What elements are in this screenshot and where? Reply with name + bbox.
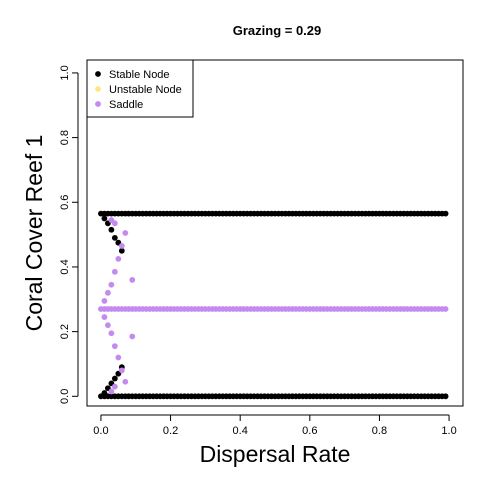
stable-node-legend-marker xyxy=(95,71,101,77)
x-tick-label: 0.4 xyxy=(233,425,248,437)
y-axis: 0.0 0.2 0.4 0.6 0.8 1.0 xyxy=(59,65,79,404)
stable-node-point xyxy=(111,375,118,382)
saddle-point xyxy=(108,388,115,395)
saddle-point xyxy=(129,333,136,340)
saddle-point xyxy=(122,378,129,385)
x-tick-label: 0.0 xyxy=(93,425,108,437)
x-tick-label: 1.0 xyxy=(441,425,456,437)
data-points xyxy=(98,210,449,400)
saddle-point xyxy=(442,306,449,312)
y-tick-label: 0.4 xyxy=(59,259,71,274)
saddle-point xyxy=(111,268,118,275)
saddle-point xyxy=(104,322,111,329)
saddle-point xyxy=(115,255,122,262)
saddle-point xyxy=(129,276,136,283)
unstable-node-legend-marker xyxy=(95,86,101,92)
y-tick-label: 0.8 xyxy=(59,130,71,145)
saddle-legend-label: Saddle xyxy=(109,99,143,111)
stable-node-point xyxy=(101,215,108,222)
saddle-point xyxy=(104,289,111,296)
chart-title: Grazing = 0.29 xyxy=(233,23,322,38)
stable-node-point xyxy=(442,210,449,217)
saddle-point xyxy=(108,281,115,288)
stable-node-point xyxy=(108,226,115,233)
x-axis: 0.0 0.2 0.4 0.6 0.8 1.0 xyxy=(93,414,457,437)
saddle-point xyxy=(115,354,122,361)
x-axis-title: Dispersal Rate xyxy=(200,441,351,467)
y-axis-title: Coral Cover Reef 1 xyxy=(21,135,47,332)
saddle-point xyxy=(118,367,125,374)
stable-node-point xyxy=(442,393,449,400)
y-tick-label: 0.6 xyxy=(59,195,71,210)
y-tick-label: 0.0 xyxy=(59,389,71,404)
stable-node-point xyxy=(101,390,108,396)
stable-node-point xyxy=(118,247,125,254)
saddle-legend-marker xyxy=(95,101,101,107)
y-tick-label: 1.0 xyxy=(59,65,71,80)
legend: Stable Node Unstable Node Saddle xyxy=(86,59,194,118)
stable-node-point xyxy=(111,234,118,241)
saddle-point xyxy=(111,220,118,227)
saddle-point xyxy=(101,314,108,320)
stable-node-legend-label: Stable Node xyxy=(109,69,170,81)
x-tick-label: 0.2 xyxy=(163,425,178,437)
saddle-point xyxy=(101,298,108,304)
unstable-node-legend-label: Unstable Node xyxy=(109,84,182,96)
saddle-point xyxy=(122,230,129,236)
saddle-point xyxy=(108,330,115,337)
x-tick-label: 0.8 xyxy=(372,425,387,437)
saddle-point xyxy=(111,383,118,390)
legend-box xyxy=(86,59,194,118)
saddle-point xyxy=(118,243,125,249)
plot-frame xyxy=(86,59,464,407)
saddle-point xyxy=(111,343,118,350)
y-tick-label: 0.2 xyxy=(59,324,71,339)
x-tick-label: 0.6 xyxy=(302,425,317,437)
